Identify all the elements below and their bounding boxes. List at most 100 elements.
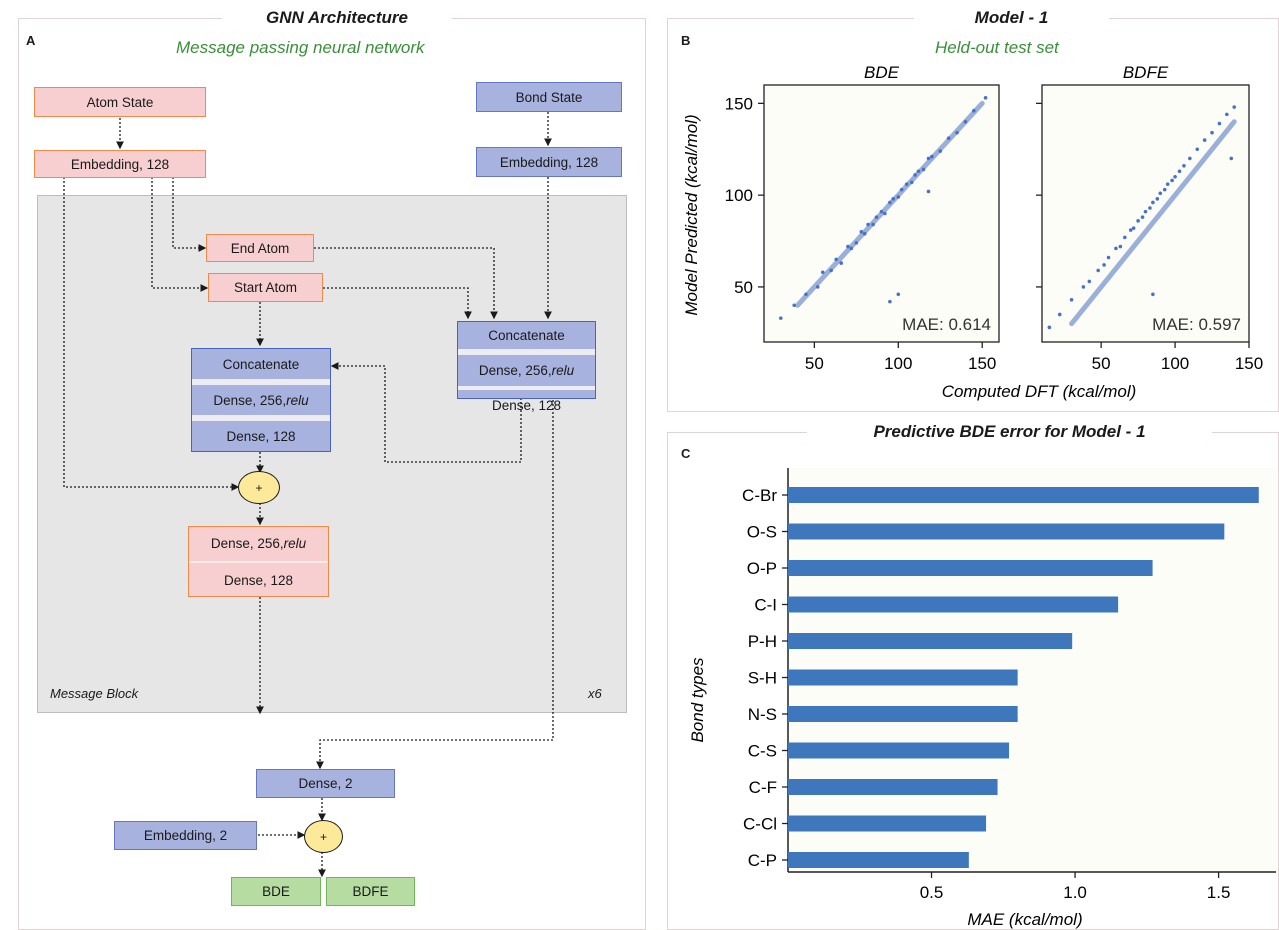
arrow-right-stack-to-dense-out	[316, 380, 554, 770]
bond-type-label: C-I	[754, 596, 777, 615]
scatter-point	[1151, 292, 1155, 297]
scatter-point	[1162, 187, 1167, 192]
bond-type-label: N-S	[748, 705, 777, 724]
right-dense-256-label: Dense, 256, relu	[478, 363, 575, 378]
scatter-point	[983, 96, 988, 100]
x-tick-label: 50	[805, 354, 824, 373]
bar-o-s	[788, 523, 1225, 540]
scatter-point	[792, 303, 797, 308]
y-tick-label: 50	[734, 278, 753, 297]
scatter-point	[1087, 279, 1092, 284]
panel-b-letter: B	[681, 33, 691, 48]
atom-state-box: Atom State	[34, 87, 206, 117]
mae-annotation: MAE: 0.597	[1152, 315, 1241, 334]
bar-xlabel: MAE (kcal/mol)	[967, 910, 1082, 929]
scatter-point	[1188, 156, 1192, 161]
adder-node: +	[238, 471, 280, 504]
scatter-density-band	[1069, 119, 1237, 327]
scatter-point	[1158, 191, 1163, 196]
arrow-right-stack-feedback	[330, 362, 522, 463]
scatter-xlabel: Computed DFT (kcal/mol)	[942, 382, 1137, 401]
scatter-point	[1131, 226, 1136, 230]
scatter-point	[1170, 178, 1174, 183]
arrow-start-atom-to-concat	[323, 287, 472, 320]
arrow-embedding-to-start-atom	[151, 177, 209, 292]
right-concat-label: Concatenate	[488, 328, 565, 343]
scatter-point	[1229, 156, 1234, 161]
panel-a-title: GNN Architecture	[222, 8, 452, 28]
y-tick-label: 150	[725, 94, 753, 113]
x-tick-label: 0.5	[920, 883, 944, 902]
left-stack-separator	[192, 415, 330, 421]
message-block	[37, 195, 627, 713]
x-tick-label: 100	[884, 354, 912, 373]
bar-p-h	[788, 633, 1073, 649]
left-concat-stack: Concatenate Dense, 256, relu Dense, 128	[191, 348, 331, 452]
scatter-plot-area	[1041, 84, 1250, 343]
scatter-point	[1114, 246, 1118, 251]
bond-type-label: C-F	[749, 778, 777, 797]
scatter-point	[1155, 197, 1160, 201]
x-tick-label: 150	[968, 354, 996, 373]
scatter-point	[1148, 206, 1152, 210]
pink-stack-separator	[189, 561, 328, 563]
x-tick-label: 100	[1161, 354, 1189, 373]
right-stack-separator	[458, 386, 595, 390]
bond-type-label: C-Br	[742, 486, 777, 505]
scatter-point	[1096, 268, 1100, 273]
bar-c-br	[788, 487, 1259, 503]
y-tick-label: 100	[725, 186, 753, 205]
embedding-out-box: Embedding, 2	[114, 821, 257, 850]
panel-c-title: Predictive BDE error for Model - 1	[807, 422, 1212, 442]
bond-type-label: C-S	[748, 742, 777, 761]
bond-type-label: C-P	[748, 851, 777, 870]
scatter-point	[1123, 235, 1127, 240]
scatter-point	[1202, 138, 1207, 142]
bond-type-label: S-H	[748, 669, 777, 688]
panel-a-subtitle: Message passing neural network	[176, 38, 425, 57]
right-concat-stack: Concatenate Dense, 256, relu Dense, 128	[457, 321, 596, 413]
bar-ylabel: Bond types	[688, 657, 707, 743]
atom-embedding-box: Embedding, 128	[34, 150, 206, 178]
scatter-point	[1069, 297, 1074, 302]
panel-a-letter: A	[26, 33, 36, 48]
pink-dense-stack: Dense, 256, relu Dense, 128	[188, 526, 329, 597]
output-bde-box: BDE	[231, 877, 321, 906]
scatter-title: BDFE	[1123, 63, 1169, 82]
repeat-label: x6	[588, 686, 602, 701]
scatter-point	[1143, 209, 1148, 214]
bar-c-p	[788, 852, 969, 868]
bar-c-i	[788, 596, 1119, 613]
panel-b-title: Model - 1	[914, 8, 1109, 28]
bar-c-cl	[788, 815, 987, 832]
x-tick-label: 50	[1092, 354, 1111, 373]
right-dense-128-label: Dense, 128	[491, 397, 562, 413]
scatter-point	[1151, 200, 1155, 205]
scatter-ylabel: Model Predicted (kcal/mol)	[682, 114, 701, 315]
bar-c-s	[788, 742, 1010, 759]
scatter-point	[1182, 163, 1186, 168]
x-tick-label: 1.5	[1207, 883, 1231, 902]
scatter-point	[1081, 285, 1086, 289]
panel-c-letter: C	[681, 446, 691, 461]
arrow-embedding-to-adder	[63, 177, 240, 491]
scatter-title: BDE	[864, 63, 900, 82]
end-atom-box: End Atom	[206, 234, 314, 262]
arrow-end-atom-to-concat	[314, 247, 498, 320]
left-concat-label: Concatenate	[222, 356, 300, 372]
arrow-embedding-to-end-atom	[172, 177, 207, 252]
bond-type-label: O-P	[747, 559, 777, 578]
scatter-point	[896, 292, 901, 297]
x-tick-label: 1.0	[1063, 883, 1087, 902]
diagram-connectors	[63, 112, 554, 878]
scatter-point	[1225, 112, 1229, 117]
right-stack-separator	[458, 349, 595, 355]
bar-s-h	[788, 669, 1018, 686]
left-dense-256-label: Dense, 256, relu	[213, 392, 309, 408]
scatter-point	[1047, 325, 1052, 330]
scatter-plots: BDE 50 100 150 50 100 150 MAE: 0.614 BDFE 50 100 15…	[682, 63, 1263, 401]
pink-dense-128-label: Dense, 128	[223, 572, 294, 588]
scatter-point	[1140, 215, 1145, 219]
message-block-label: Message Block	[50, 686, 139, 701]
dense-out-box: Dense, 2	[256, 769, 395, 798]
